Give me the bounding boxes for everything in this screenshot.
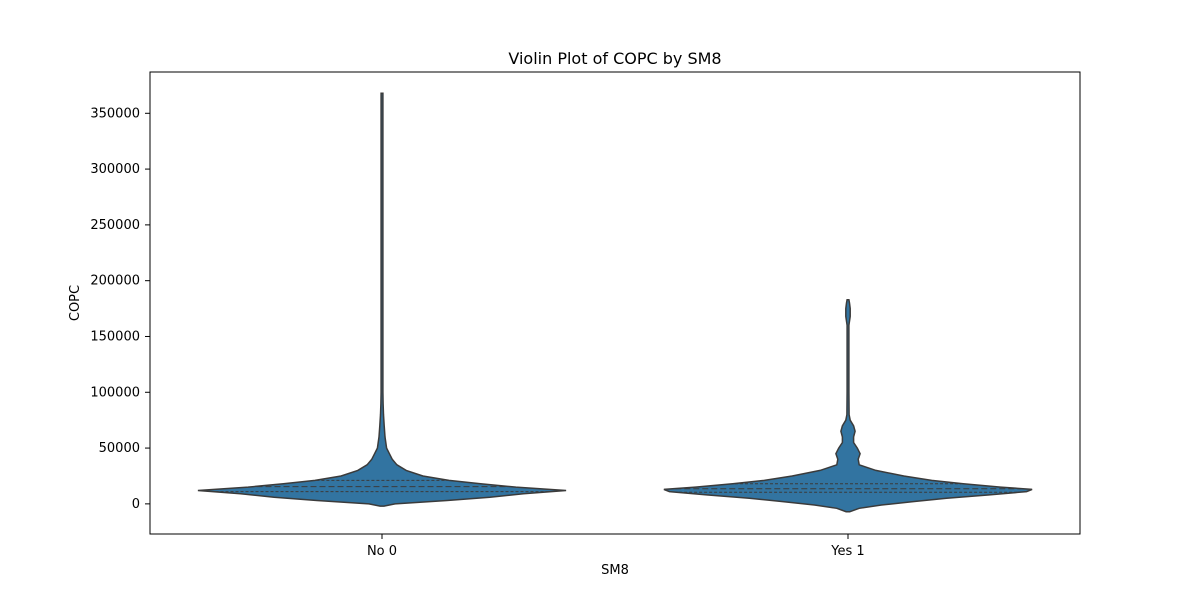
y-tick-label: 150000 [90, 329, 140, 344]
violins [197, 92, 1033, 513]
x-axis-label: SM8 [601, 563, 629, 578]
y-tick-label: 0 [132, 497, 140, 512]
y-tick-label: 350000 [90, 106, 140, 121]
plot-area [149, 71, 1081, 535]
x-tick-label: No 0 [367, 544, 397, 559]
violin-no-0 [197, 92, 567, 507]
y-tick-label: 200000 [90, 274, 140, 289]
y-axis: 0 50000 100000 150000 200000 250000 300000 3500… [90, 106, 150, 512]
x-axis: No 0 Yes 1 [367, 534, 865, 559]
y-tick-label: 50000 [99, 441, 140, 456]
violin-yes-1 [663, 298, 1033, 513]
y-tick-label: 100000 [90, 385, 140, 400]
plot-frame [149, 71, 1081, 535]
chart-title: Violin Plot of COPC by SM8 [508, 49, 721, 68]
y-tick-label: 250000 [90, 218, 140, 233]
x-tick-label: Yes 1 [830, 544, 864, 559]
y-axis-label: COPC [68, 285, 83, 321]
y-tick-label: 300000 [90, 162, 140, 177]
